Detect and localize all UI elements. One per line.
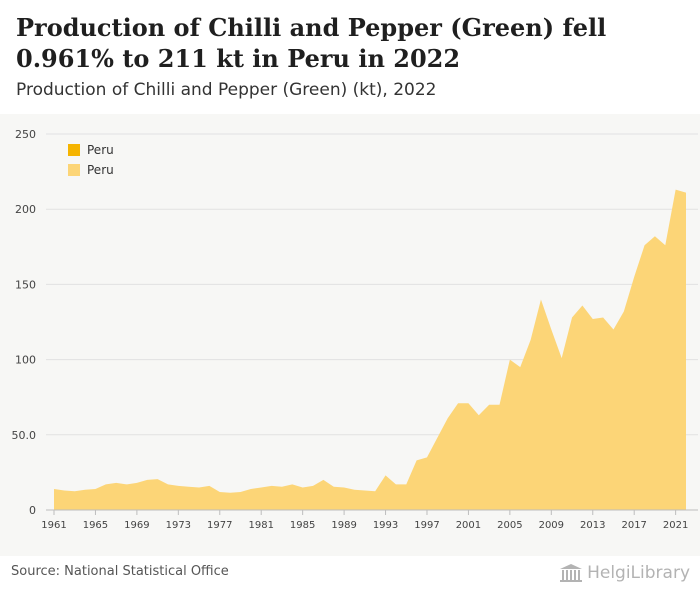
chart-subtitle: Production of Chilli and Pepper (Green) … bbox=[16, 80, 437, 100]
y-tick-label: 50.0 bbox=[12, 429, 37, 442]
y-tick-label: 250 bbox=[15, 128, 36, 141]
x-tick-label: 1997 bbox=[414, 520, 439, 531]
y-tick-label: 0 bbox=[29, 504, 36, 517]
helgi-library-logo: HelgiLibrary bbox=[559, 560, 690, 586]
x-tick-label: 1973 bbox=[166, 520, 191, 531]
legend-label: Peru bbox=[87, 143, 114, 157]
x-tick-label: 2005 bbox=[497, 520, 522, 531]
logo-text: HelgiLibrary bbox=[587, 563, 690, 583]
x-tick-label: 1965 bbox=[83, 520, 108, 531]
y-tick-label: 100 bbox=[15, 354, 36, 367]
x-tick-label: 1977 bbox=[207, 520, 232, 531]
x-tick-label: 1981 bbox=[248, 520, 273, 531]
legend-swatch bbox=[68, 144, 80, 156]
area-series-peru bbox=[54, 189, 686, 510]
x-tick-label: 1989 bbox=[331, 520, 356, 531]
legend-swatch bbox=[68, 164, 80, 176]
x-tick-label: 2017 bbox=[621, 520, 646, 531]
x-tick-label: 2013 bbox=[580, 520, 605, 531]
x-tick-label: 1993 bbox=[373, 520, 398, 531]
x-tick-label: 2001 bbox=[456, 520, 481, 531]
y-tick-label: 200 bbox=[15, 203, 36, 216]
source-text: Source: National Statistical Office bbox=[11, 564, 229, 579]
x-tick-label: 2021 bbox=[663, 520, 688, 531]
area-chart: 0 50.0 100 150 200 250 1961 1965 1969 1973 1977 198… bbox=[12, 128, 698, 531]
page-title: Production of Chilli and Pepper (Green) … bbox=[16, 13, 607, 73]
legend-label: Peru bbox=[87, 163, 114, 177]
x-tick-label: 1969 bbox=[124, 520, 149, 531]
header: Production of Chilli and Pepper (Green) … bbox=[0, 0, 700, 114]
library-building-icon bbox=[560, 564, 583, 582]
chart-area: 0 50.0 100 150 200 250 1961 1965 1969 1973 1977 198… bbox=[0, 114, 700, 556]
y-tick-label: 150 bbox=[15, 278, 36, 291]
x-tick-label: 2009 bbox=[539, 520, 564, 531]
x-tick-label: 1961 bbox=[41, 520, 66, 531]
footer: Source: National Statistical Office Helg… bbox=[0, 556, 700, 596]
x-tick-label: 1985 bbox=[290, 520, 315, 531]
